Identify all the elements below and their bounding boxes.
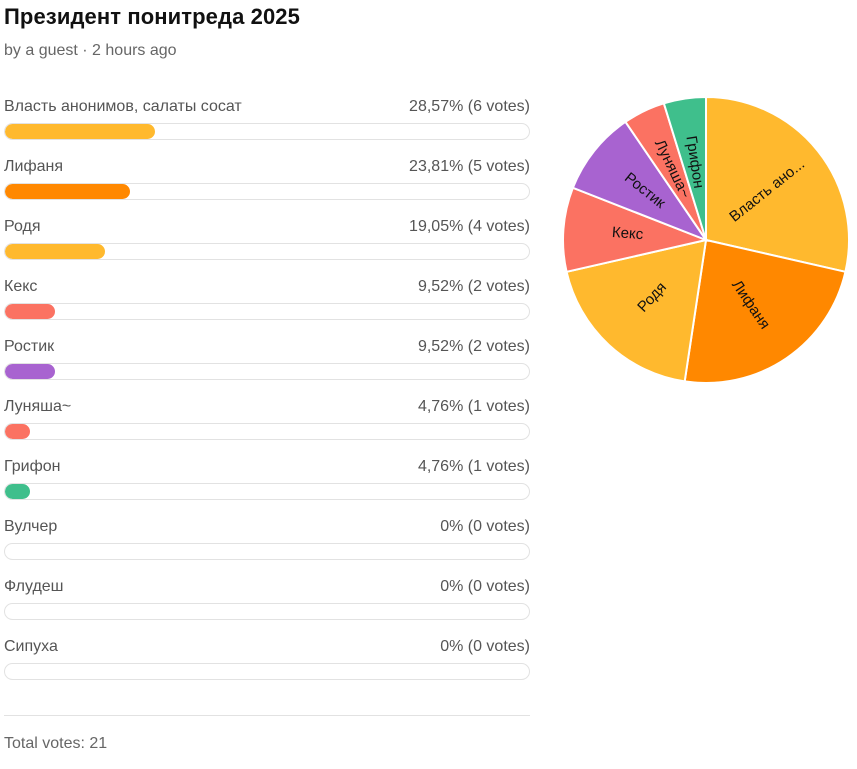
total-votes: Total votes: 21 bbox=[4, 735, 108, 752]
option-label: Лифаня bbox=[4, 158, 63, 175]
option-label: Власть анонимов, салаты сосат bbox=[4, 98, 242, 115]
option-progress-track bbox=[4, 483, 530, 500]
option-result: 0% (0 votes) bbox=[440, 518, 530, 535]
poll-option: Ростик 9,52% (2 votes) bbox=[4, 336, 530, 396]
option-progress-fill bbox=[5, 304, 55, 319]
poll-option: Власть анонимов, салаты сосат 28,57% (6 v… bbox=[4, 96, 530, 156]
poll-option: Сипуха 0% (0 votes) bbox=[4, 636, 530, 696]
pie-slice-label: Кекс bbox=[611, 224, 644, 243]
option-progress-fill bbox=[5, 244, 105, 259]
option-label: Ростик bbox=[4, 338, 55, 355]
option-label: Вулчер bbox=[4, 518, 58, 535]
option-progress-track bbox=[4, 123, 530, 140]
option-progress-track bbox=[4, 183, 530, 200]
pie-slice bbox=[683, 238, 847, 384]
option-progress-track bbox=[4, 363, 530, 380]
option-result: 19,05% (4 votes) bbox=[409, 218, 530, 235]
option-progress-track bbox=[4, 663, 530, 680]
option-result: 4,76% (1 votes) bbox=[417, 458, 530, 475]
option-label: Флудеш bbox=[4, 578, 64, 595]
poll-meta: by a guest · 2 hours ago bbox=[4, 42, 177, 59]
poll-option: Вулчер 0% (0 votes) bbox=[4, 516, 530, 576]
option-result: 9,52% (2 votes) bbox=[417, 278, 530, 295]
pie-slice bbox=[571, 120, 709, 243]
option-progress-fill bbox=[5, 424, 30, 439]
option-progress-track bbox=[4, 543, 530, 560]
results-pie-chart: Власть ано...ЛифаняРодяКексРостикЛуняша~… bbox=[562, 95, 850, 384]
option-label: Родя bbox=[4, 218, 41, 235]
option-label: Грифон bbox=[4, 458, 61, 475]
option-progress-track bbox=[4, 243, 530, 260]
option-result: 0% (0 votes) bbox=[440, 578, 530, 595]
option-result: 9,52% (2 votes) bbox=[417, 338, 530, 355]
poll-options: Власть анонимов, салаты сосат 28,57% (6 v… bbox=[4, 96, 530, 696]
pie-slice bbox=[705, 95, 850, 274]
poll-option: Луняша~ 4,76% (1 votes) bbox=[4, 396, 530, 456]
option-progress-fill bbox=[5, 184, 130, 199]
option-label: Кекс bbox=[4, 278, 38, 295]
option-result: 23,81% (5 votes) bbox=[409, 158, 530, 175]
option-progress-track bbox=[4, 423, 530, 440]
pie-slice bbox=[565, 238, 708, 383]
option-result: 0% (0 votes) bbox=[440, 638, 530, 655]
option-progress-fill bbox=[5, 484, 30, 499]
pie-slice bbox=[562, 186, 710, 274]
poll-option: Флудеш 0% (0 votes) bbox=[4, 576, 530, 636]
option-progress-track bbox=[4, 603, 530, 620]
poll-title: Президент понитреда 2025 bbox=[4, 4, 300, 29]
option-progress-fill bbox=[5, 124, 155, 139]
option-progress-fill bbox=[5, 364, 55, 379]
option-result: 4,76% (1 votes) bbox=[417, 398, 530, 415]
option-label: Луняша~ bbox=[4, 398, 72, 415]
pie-slice bbox=[662, 95, 707, 241]
option-progress-track bbox=[4, 303, 530, 320]
option-label: Сипуха bbox=[4, 638, 58, 655]
poll-option: Кекс 9,52% (2 votes) bbox=[4, 276, 530, 336]
poll-option: Лифаня 23,81% (5 votes) bbox=[4, 156, 530, 216]
poll-option: Грифон 4,76% (1 votes) bbox=[4, 456, 530, 516]
poll-option: Родя 19,05% (4 votes) bbox=[4, 216, 530, 276]
option-result: 28,57% (6 votes) bbox=[409, 98, 530, 115]
divider bbox=[4, 715, 530, 716]
